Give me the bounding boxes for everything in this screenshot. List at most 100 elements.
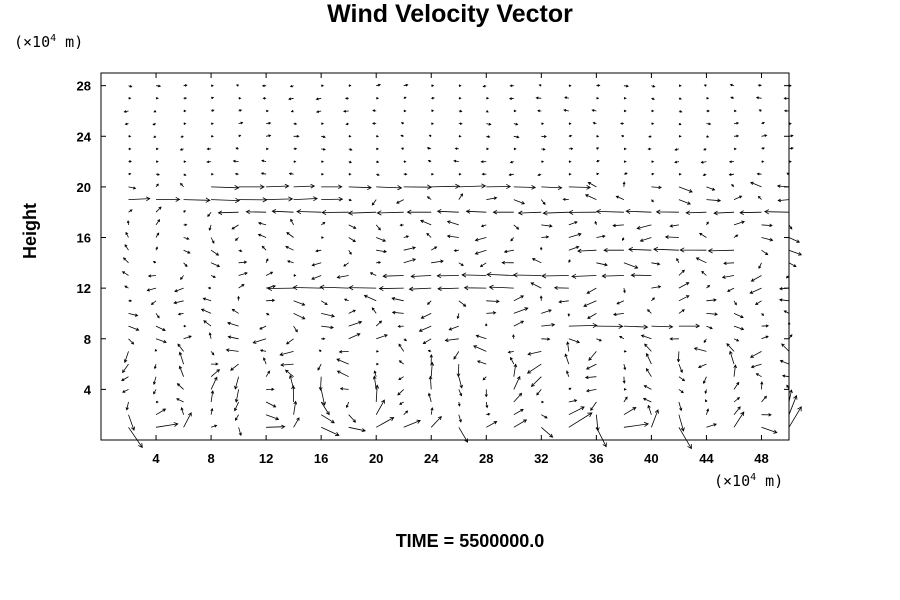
x-tick-label: 44: [699, 451, 714, 466]
wind-vector: [596, 134, 600, 138]
wind-vector: [458, 122, 463, 126]
wind-vector: [183, 324, 187, 328]
wind-vector: [651, 324, 674, 330]
wind-vector: [454, 147, 459, 151]
wind-vector: [788, 134, 794, 138]
wind-vector: [210, 376, 218, 390]
wind-vector: [513, 135, 520, 139]
wind-vector: [238, 249, 243, 252]
wind-vector: [430, 407, 434, 415]
wind-vector: [400, 122, 404, 125]
wind-vector: [678, 97, 682, 100]
wind-vector: [178, 351, 184, 365]
wind-vector: [208, 224, 212, 231]
wind-vector: [509, 160, 514, 164]
wind-vector: [733, 397, 741, 403]
wind-vector: [266, 147, 269, 151]
wind-vector: [739, 210, 762, 215]
wind-vector: [527, 351, 542, 356]
wind-vector: [180, 406, 184, 415]
wind-vector: [317, 363, 322, 371]
wind-vector: [592, 121, 597, 125]
wind-vector: [344, 97, 349, 100]
wind-vector: [259, 325, 267, 330]
wind-vector: [530, 376, 542, 387]
wind-vector: [761, 413, 772, 417]
wind-vector: [458, 300, 467, 307]
wind-vector: [376, 417, 395, 428]
wind-vector: [122, 363, 129, 374]
wind-vector: [640, 334, 652, 340]
wind-vector: [706, 325, 713, 330]
wind-vector: [646, 309, 652, 314]
wind-vector: [376, 210, 404, 216]
wind-vector: [202, 297, 212, 302]
wind-vector: [266, 183, 290, 189]
wind-vector: [285, 338, 294, 345]
wind-vector: [180, 275, 184, 280]
wind-vector: [427, 349, 432, 353]
wind-vector: [152, 376, 157, 385]
wind-vector: [128, 427, 143, 449]
wind-vector: [210, 424, 218, 428]
wind-vector: [444, 338, 459, 343]
wind-vector: [568, 412, 593, 428]
wind-vector: [155, 232, 160, 238]
wind-vector: [678, 376, 686, 382]
wind-vector: [427, 159, 432, 163]
wind-vector: [651, 185, 662, 190]
wind-vector: [348, 426, 367, 433]
wind-vector: [568, 122, 572, 125]
wind-vector: [211, 134, 214, 138]
wind-vector: [733, 338, 740, 342]
wind-vector: [785, 275, 790, 279]
wind-vector: [336, 358, 349, 365]
wind-vector: [541, 122, 545, 125]
wind-vector: [290, 218, 294, 226]
wind-vector: [397, 324, 404, 328]
wind-vector: [235, 147, 239, 150]
wind-vector: [429, 354, 433, 365]
wind-vector: [183, 109, 187, 113]
wind-vector: [486, 184, 512, 190]
wind-vector: [267, 285, 294, 292]
wind-vector: [376, 83, 382, 87]
wind-vector: [155, 422, 179, 428]
wind-vector: [596, 97, 600, 100]
wind-vector: [702, 376, 707, 385]
wind-vector: [348, 333, 361, 340]
wind-vector: [321, 325, 335, 330]
wind-vector: [596, 323, 624, 329]
wind-vector: [378, 286, 404, 292]
wind-vector: [348, 134, 352, 138]
wind-vector: [227, 335, 239, 340]
wind-vector: [678, 323, 701, 329]
wind-vector: [260, 172, 267, 175]
wind-vector: [458, 193, 464, 200]
wind-vector: [645, 352, 652, 365]
wind-vector: [630, 272, 652, 278]
wind-vector: [678, 199, 691, 205]
wind-vector: [156, 400, 159, 404]
wind-vector: [399, 401, 404, 405]
wind-vector: [587, 182, 597, 188]
wind-vector: [428, 375, 433, 390]
wind-vector: [577, 248, 597, 254]
wind-vector: [458, 172, 462, 176]
wind-vector: [679, 247, 707, 253]
wind-vector: [482, 84, 487, 88]
wind-vector: [486, 272, 514, 278]
wind-vector: [541, 309, 552, 314]
wind-vector: [285, 246, 294, 251]
wind-vector: [585, 388, 597, 393]
wind-vector: [431, 259, 444, 264]
wind-vector: [536, 389, 542, 396]
wind-vector: [733, 121, 740, 125]
wind-vector: [788, 262, 797, 267]
wind-vector: [293, 325, 298, 333]
wind-vector: [263, 357, 267, 365]
wind-vector: [426, 147, 432, 150]
wind-vector: [348, 237, 357, 243]
wind-vector: [210, 96, 215, 100]
wind-vector: [211, 185, 240, 191]
